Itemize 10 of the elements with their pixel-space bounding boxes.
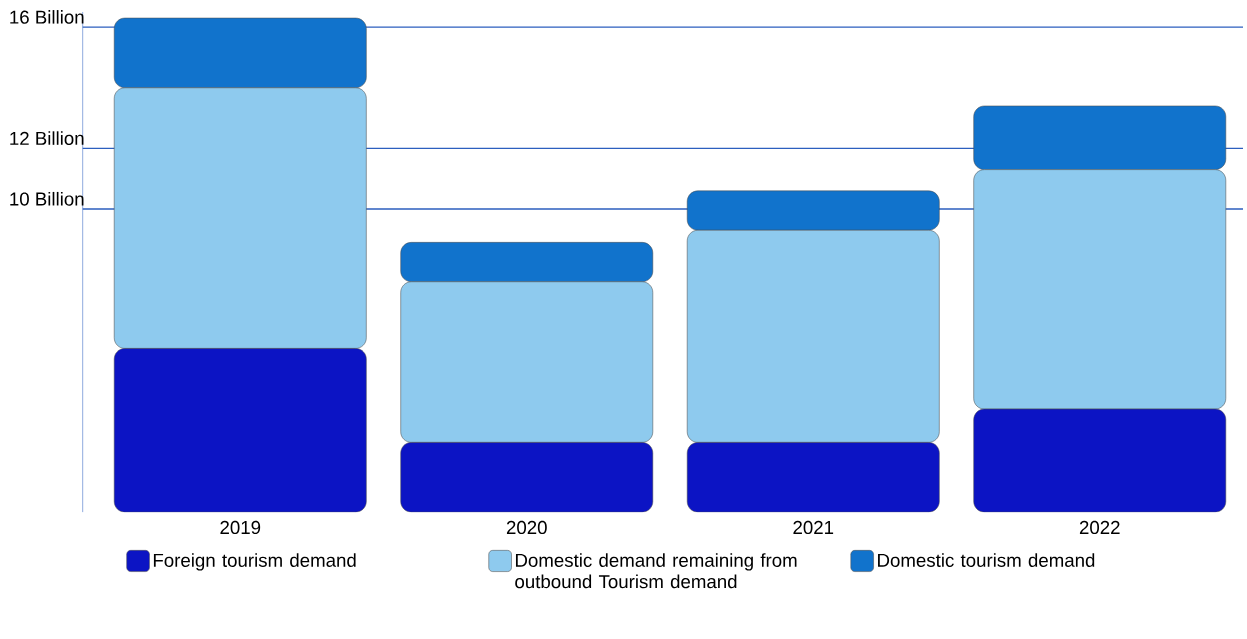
legend-label: Domestic tourism demand (878, 553, 1095, 567)
y-tick-label: 10 Billion (10, 192, 84, 206)
legend-label: Domestic demand remaining from outbound Tourism demand (515, 553, 797, 589)
x-tick-label: 2020 (506, 520, 547, 535)
x-tick-label: 2021 (793, 520, 834, 535)
x-tick-label: 2019 (220, 520, 261, 535)
y-tick-label: 16 Billion (10, 10, 84, 24)
legend-label: Foreign tourism demand (153, 553, 356, 571)
y-tick-label: 12 Billion (10, 131, 84, 146)
x-tick-label: 2022 (1079, 520, 1120, 535)
